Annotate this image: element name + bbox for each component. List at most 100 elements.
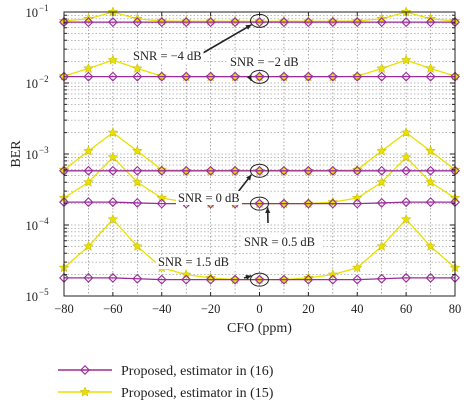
annotation-label: SNR = −2 dB [230,55,299,69]
data-point [278,71,289,82]
data-point [351,70,363,81]
data-point [83,240,94,251]
data-point [425,71,436,82]
y-tick-label: 10 [26,290,39,304]
data-point [278,15,290,26]
series-line [63,218,456,281]
annotation-bg [156,255,236,269]
annotation-arrowhead [265,207,271,213]
data-point [132,17,143,28]
x-tick-label: 40 [351,302,364,316]
annotation-bg [228,55,301,69]
data-point [376,240,387,251]
data-point [351,192,363,203]
data-point [83,272,94,283]
data-point [107,17,118,28]
annotation-ellipse [250,272,269,287]
annotation-label: SNR = 1.5 dB [158,255,229,269]
data-point [278,274,289,285]
y-tick-label: 10 [26,219,39,233]
data-point [156,71,167,82]
data-point [327,71,338,82]
data-point [230,274,241,285]
y-tick-exponent: −5 [39,287,49,297]
y-axis-label: BER [9,140,24,168]
data-point [180,15,192,26]
data-point [132,145,143,156]
annotation-arrowhead [246,74,252,81]
data-point [132,62,143,73]
data-point [400,127,412,138]
data-point [132,176,143,187]
data-point [107,272,118,283]
data-point [303,71,314,82]
data-point [229,15,241,26]
data-point [180,269,192,280]
series-line [64,201,455,205]
data-point [376,165,387,176]
data-point [107,151,119,162]
data-point [425,272,436,283]
data-point [401,197,412,208]
annotation-layer: SNR = −4 dB SNR = −2 dB SNR = 0 dB SNR = 0.… [131,13,322,287]
x-tick-label: −80 [54,302,74,316]
y-tick-label: 10 [26,6,39,20]
data-point [254,198,265,209]
data-point [83,165,94,176]
annotation-arrow [195,24,252,58]
data-point [352,17,363,28]
data-point [401,17,412,28]
data-point [425,197,436,208]
data-point [376,145,387,156]
data-point [327,269,339,280]
y-tick-exponent: −4 [39,216,49,226]
data-point [107,165,118,176]
data-point [351,262,363,273]
data-point [107,197,118,208]
series-estimator-16 [59,17,460,285]
data-point [254,71,265,82]
data-point [352,71,363,82]
data-point [254,15,265,26]
data-point [156,192,168,203]
data-point [401,272,412,283]
data-point [205,71,216,82]
data-point [303,274,314,285]
data-point [132,71,143,82]
data-point [400,54,412,65]
legend-marker [79,386,91,397]
data-point [181,165,192,176]
x-tick-label: 60 [400,302,413,316]
data-point [156,17,167,28]
legend-item: Proposed, estimator in (16) [58,364,274,379]
data-point [230,71,241,82]
data-point [351,15,363,26]
x-tick-label: −60 [103,302,123,316]
data-point [351,164,363,175]
data-point [132,273,143,284]
data-point [376,62,387,73]
series-line [64,277,455,281]
data-point [205,15,216,26]
x-tick-label: −40 [152,302,172,316]
annotation-label: SNR = 0.5 dB [244,235,315,249]
legend-item: Proposed, estimator in (15) [58,386,274,401]
data-point [230,17,241,28]
data-point [303,198,314,209]
data-point [327,198,338,209]
annotation-bg [242,235,322,249]
data-point [83,176,94,187]
data-point [425,240,436,251]
data-point [107,127,119,138]
data-point [254,274,265,285]
data-point [376,197,387,208]
data-point [156,70,168,81]
x-tick-label: 20 [302,302,315,316]
data-point [401,71,412,82]
data-point [425,176,436,187]
data-point [205,17,216,28]
y-tick-exponent: −3 [39,145,49,155]
data-point [132,197,143,208]
